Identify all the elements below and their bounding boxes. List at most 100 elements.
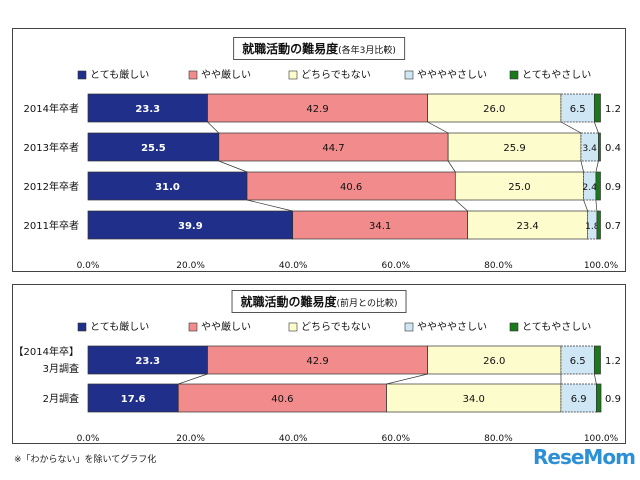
bar-segment [207,93,428,123]
category-label: 3月調査 [43,362,79,375]
bar-segment [427,93,562,123]
bar-segment [593,345,601,375]
connector-line [178,373,208,385]
connector-line [246,199,293,212]
legend-label: やや厳しい [201,68,251,81]
x-tick-label: 60.0% [382,434,411,443]
bar-segment [560,93,595,123]
legend-swatch [288,322,298,332]
bar-segment [598,132,601,162]
chart-title-monthly: 就職活動の難易度(前月との比較) [231,290,407,313]
data-label: 6.9 [571,394,587,405]
bar-segment [447,132,582,162]
bar-segment [596,383,602,413]
x-tick-label: 40.0% [279,434,308,443]
data-label: 42.9 [306,104,328,115]
chart-title-text: 就職活動の難易度 [242,42,339,56]
data-label: 1.2 [605,104,621,115]
legend-swatch [509,322,519,332]
chart-subtitle-text: (各年3月比較) [338,46,396,56]
bar-segment [87,132,220,162]
data-label: 40.6 [271,394,293,405]
legend-label: とても厳しい [90,68,149,81]
connector-line [386,373,428,385]
bar-segment [560,383,597,413]
data-label: 3.4 [583,144,598,154]
data-label: 44.7 [322,143,344,154]
data-label: 31.0 [155,182,180,193]
bar-segment [87,171,248,201]
legend-label: どちらでもない [301,69,371,81]
legend-swatch [188,70,198,80]
bar-segment [454,171,584,201]
x-tick-label: 80.0% [484,434,513,443]
bar-segment [87,345,208,375]
resemom-logo: ReseMom [533,445,636,469]
legend-swatch [77,70,87,80]
category-label: 2011年卒者 [24,219,79,232]
bar-segment [593,93,601,123]
connector-line [447,160,456,173]
connector-line [593,373,597,385]
group-label: 【2014年卒】 [14,345,79,358]
connector-line [595,160,599,173]
bar-segment [246,171,456,201]
x-tick-label: 80.0% [484,261,513,271]
bar-segment [177,383,387,413]
legend-label: とてもやさしい [522,69,591,81]
data-label: 42.9 [306,356,328,367]
data-label: 23.3 [135,356,160,367]
chart-title-text: 就職活動の難易度 [240,295,337,309]
legend-label: とてもやさしい [522,321,591,333]
data-label: 26.0 [483,356,505,367]
data-label: 17.6 [121,394,146,405]
data-label: 34.1 [369,221,391,232]
data-label: 26.0 [483,104,505,115]
x-tick-label: 100.0% [584,261,619,271]
legend-swatch [404,322,414,332]
data-label: 25.9 [503,143,525,154]
bar-segment [427,345,562,375]
data-label: 0.9 [605,394,621,405]
connector-line [560,121,582,134]
x-tick-label: 40.0% [279,261,308,271]
x-tick-label: 0.0% [77,434,100,443]
bar-segment [87,93,208,123]
bar-segment [595,171,601,201]
category-label: 2012年卒者 [24,180,79,193]
chart-subtitle-text: (前月との比較) [336,299,398,309]
legend-label: やや厳しい [201,320,251,333]
bar-segment [87,210,294,240]
data-label: 0.4 [605,143,621,154]
data-label: 39.9 [178,221,203,232]
data-label: 6.5 [570,104,586,115]
bar-segment [467,210,589,240]
x-tick-label: 20.0% [176,434,205,443]
data-label: 40.6 [340,182,362,193]
connector-line [594,121,599,134]
category-label: 2013年卒者 [24,141,79,154]
legend-swatch [188,322,198,332]
x-tick-label: 20.0% [176,261,205,271]
bar-segment [596,210,601,240]
footnote: ※「わからない」を除いてグラフ化 [14,455,157,465]
connector-line [207,121,220,134]
data-label: 23.3 [135,104,160,115]
legend-swatch [404,70,414,80]
data-label: 2.4 [583,183,598,193]
bar-segment [207,345,428,375]
data-label: 1.8 [585,222,600,232]
connector-line [580,160,584,173]
x-tick-label: 60.0% [382,261,411,271]
category-label: 2月調査 [43,392,79,405]
data-label: 1.2 [605,356,621,367]
x-tick-label: 0.0% [77,261,100,271]
legend-label: ややややさしい [417,69,487,81]
connector-line [595,199,598,212]
connector-line [427,121,449,134]
legend-swatch [288,70,298,80]
legend-swatch [509,70,519,80]
category-label: 2014年卒者 [24,102,79,115]
bar-segment [560,345,595,375]
data-label: 25.5 [141,143,166,154]
